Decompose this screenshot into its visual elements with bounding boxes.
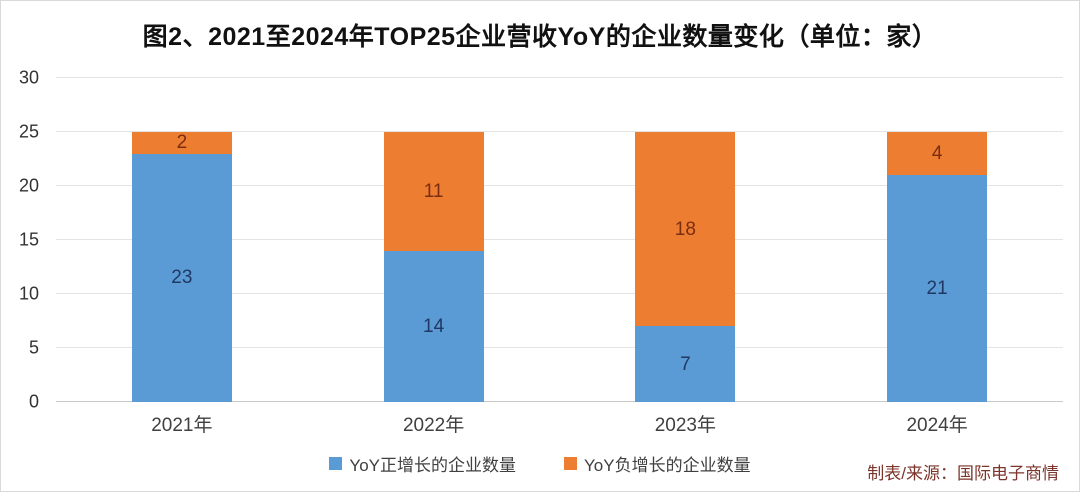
bar-column: 7 18 xyxy=(635,78,736,402)
y-tick-label: 0 xyxy=(28,391,39,412)
bar-value-label: 21 xyxy=(926,278,948,300)
y-tick-label: 30 xyxy=(18,67,39,88)
bar-segment: 23 xyxy=(131,153,232,402)
bar-segment: 7 xyxy=(635,326,736,402)
bar-value-label: 23 xyxy=(171,267,193,289)
gridline xyxy=(56,401,1063,402)
legend-item: YoY负增长的企业数量 xyxy=(564,451,751,476)
x-tick-label: 2023年 xyxy=(654,415,717,436)
bar-column: 21 4 xyxy=(887,78,988,402)
bar-segment: 21 xyxy=(887,175,988,402)
gridline xyxy=(56,347,1063,348)
legend-swatch xyxy=(564,457,577,470)
y-tick-label: 15 xyxy=(18,229,39,250)
legend-swatch xyxy=(329,457,343,470)
bar-segment: 18 xyxy=(635,132,736,327)
bar-value-label: 11 xyxy=(423,180,444,202)
gridline xyxy=(56,131,1063,132)
bar-segment: 11 xyxy=(383,132,484,251)
gridline xyxy=(56,77,1063,78)
plot-area: 23 2 14 11 7 18 21 4 xyxy=(56,77,1063,402)
bar-column: 14 11 xyxy=(383,78,484,402)
bar-value-label: 2 xyxy=(176,132,188,154)
gridline xyxy=(56,185,1063,186)
y-tick-label: 10 xyxy=(18,283,39,304)
y-axis: 0 5 10 15 20 25 30 xyxy=(1,68,47,412)
x-axis: 2021年 2022年 2023年 2024年 xyxy=(56,410,1063,436)
y-tick-label: 25 xyxy=(18,121,39,142)
y-tick-label: 5 xyxy=(28,337,39,358)
bar-segment: 14 xyxy=(383,250,484,402)
gridline xyxy=(56,293,1063,294)
x-tick-label: 2021年 xyxy=(151,415,213,436)
bar-segment: 2 xyxy=(131,132,232,154)
bar-segment: 4 xyxy=(887,132,988,176)
legend-item: YoY正增长的企业数量 xyxy=(329,451,516,476)
chart-title: 图2、2021至2024年TOP25企业营收YoY的企业数量变化（单位：家） xyxy=(142,23,938,51)
legend-label: YoY正增长的企业数量 xyxy=(349,456,516,475)
y-tick-label: 20 xyxy=(18,175,39,196)
x-tick-label: 2024年 xyxy=(906,415,968,436)
gridline xyxy=(56,239,1063,240)
bar-value-label: 4 xyxy=(931,143,943,165)
bar-column: 23 2 xyxy=(131,78,232,402)
bar-value-label: 14 xyxy=(423,315,445,337)
x-tick-label: 2022年 xyxy=(402,415,465,436)
legend: YoY正增长的企业数量 YoY负增长的企业数量 xyxy=(1,451,1079,476)
source-note: 制表/来源：国际电子商情 xyxy=(867,464,1059,483)
bar-value-label: 7 xyxy=(680,353,691,375)
legend-label: YoY负增长的企业数量 xyxy=(584,456,751,475)
bar-value-label: 18 xyxy=(674,218,696,240)
